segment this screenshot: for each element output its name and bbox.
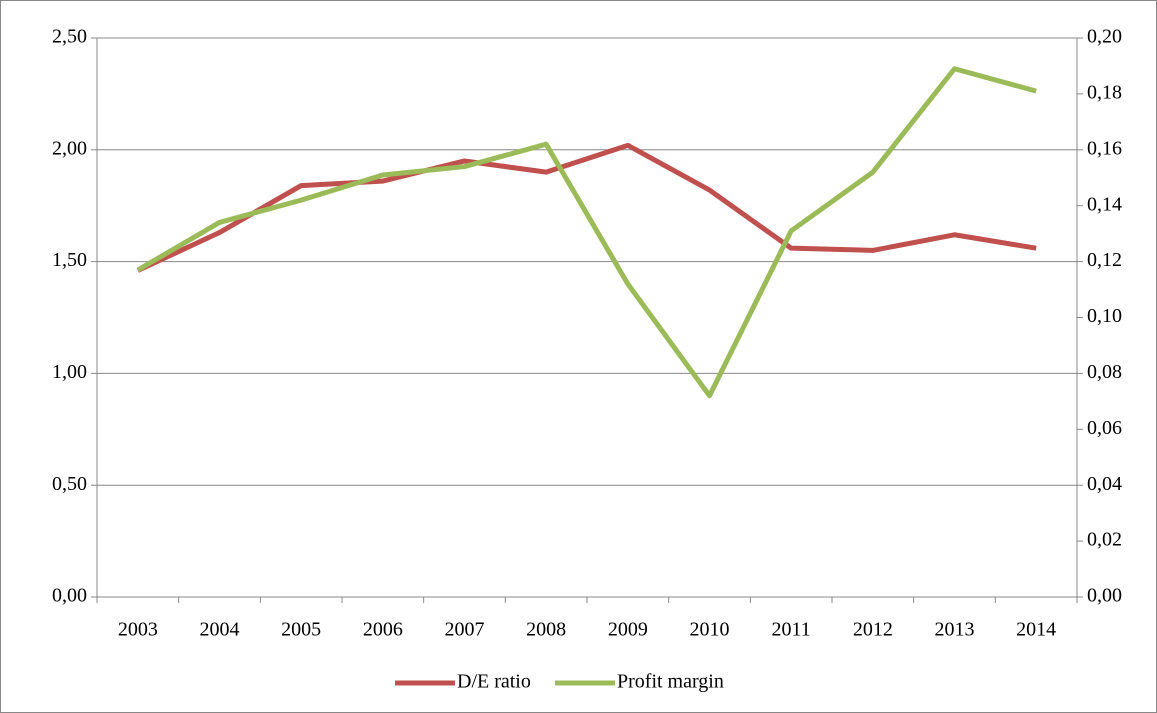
x-tick-label: 2005 (281, 619, 321, 641)
y2-tick-label: 0,18 (1087, 81, 1122, 103)
x-tick-label: 2009 (608, 619, 648, 641)
y2-tick-label: 0,00 (1087, 585, 1122, 607)
x-tick-label: 2010 (690, 619, 730, 641)
x-tick-label: 2008 (526, 619, 566, 641)
y-tick-label: 1,50 (52, 249, 87, 271)
x-tick-label: 2006 (363, 619, 403, 641)
x-tick-label: 2004 (200, 619, 240, 641)
y2-tick-label: 0,02 (1087, 529, 1122, 551)
y2-tick-label: 0,04 (1087, 473, 1122, 495)
series-line (136, 142, 1037, 273)
x-tick-label: 2013 (935, 619, 975, 641)
y-tick-label: 1,00 (52, 361, 87, 383)
legend-label: Profit margin (617, 671, 724, 693)
x-tick-label: 2007 (445, 619, 485, 641)
y-tick-label: 2,00 (52, 137, 87, 159)
x-tick-label: 2011 (772, 619, 811, 641)
x-tick-label: 2014 (1016, 619, 1056, 641)
y-tick-label: 2,50 (52, 26, 87, 48)
y2-tick-label: 0,14 (1087, 193, 1122, 215)
y-tick-label: 0,00 (52, 585, 87, 607)
y2-tick-label: 0,12 (1087, 249, 1122, 271)
y2-tick-label: 0,06 (1087, 417, 1122, 439)
y2-tick-label: 0,20 (1087, 26, 1122, 48)
y2-tick-label: 0,08 (1087, 361, 1122, 383)
series-line (136, 66, 1037, 399)
y2-tick-label: 0,10 (1087, 305, 1122, 327)
y-tick-label: 0,50 (52, 473, 87, 495)
x-tick-label: 2003 (118, 619, 158, 641)
legend-label: D/E ratio (457, 671, 531, 693)
y2-tick-label: 0,16 (1087, 137, 1122, 159)
x-tick-label: 2012 (853, 619, 893, 641)
